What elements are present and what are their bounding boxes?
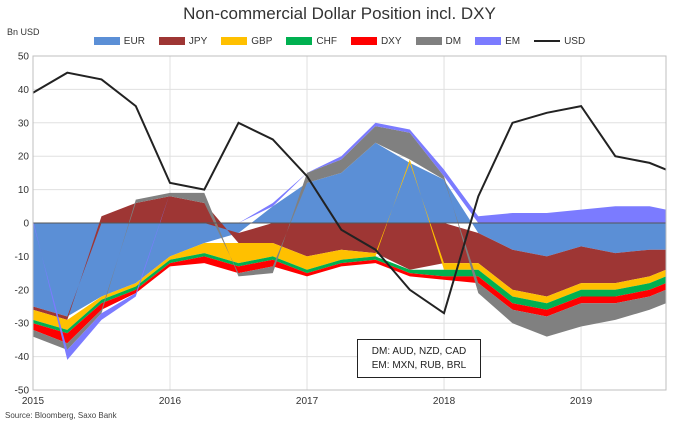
area-series-jpy	[33, 196, 666, 320]
legend-item-dxy: DXY	[350, 35, 402, 47]
y-tick-label: -40	[15, 352, 30, 363]
note-line-dm: DM: AUD, NZD, CAD	[371, 345, 467, 357]
legend-item-gbp: GBP	[221, 36, 272, 47]
y-tick-label: 50	[18, 52, 30, 63]
legend-swatch-dxy	[350, 37, 377, 45]
legend-label-chf: CHF	[316, 35, 337, 47]
legend-note-box: DM: AUD, NZD, CAD EM: MXN, RUB, BRL	[357, 339, 481, 378]
plot-area-border	[32, 55, 667, 391]
y-tick-label: 40	[18, 85, 30, 96]
legend-swatch-eur	[93, 37, 120, 45]
legend-item-jpy: JPY	[158, 35, 208, 47]
y-tick-label: -10	[15, 252, 30, 263]
legend-swatch-gbp	[221, 37, 248, 45]
legend-swatch-jpy	[158, 37, 185, 45]
y-tick-label: -30	[15, 319, 30, 330]
line-series-usd	[32, 71, 667, 315]
area-series-eur	[33, 142, 666, 317]
note-line-em: EM: MXN, RUB, BRL	[371, 359, 467, 371]
x-tick-label: 2015	[22, 396, 45, 407]
legend-item-chf: CHF	[286, 36, 337, 47]
legend-item-usd: USD	[534, 36, 585, 47]
legend-label-em: EM	[505, 35, 521, 47]
legend-label-eur: EUR	[123, 35, 145, 47]
legend-item-dm: DM	[415, 35, 462, 47]
y-tick-label: 20	[18, 152, 30, 163]
legend-swatch-em	[475, 37, 502, 45]
legend-label-usd: USD	[564, 35, 586, 47]
y-tick-label: 10	[18, 185, 30, 196]
y-tick-label: -50	[15, 386, 30, 397]
y-tick-label: 0	[23, 219, 29, 230]
chart-title: Non-commercial Dollar Position incl. DXY	[183, 4, 496, 23]
legend-swatch-chf	[286, 37, 313, 45]
x-tick-label: 2016	[159, 396, 182, 407]
legend-label-dxy: DXY	[380, 35, 402, 47]
legend-item-eur: EUR	[93, 35, 145, 47]
legend-label-jpy: JPY	[188, 35, 208, 47]
x-tick-label: 2017	[296, 396, 319, 407]
source-note: Source: Bloomberg, Saxo Bank	[5, 411, 117, 420]
x-tick-label: 2019	[570, 396, 593, 407]
legend-label-gbp: GBP	[251, 35, 273, 47]
area-series-gbp	[33, 159, 666, 330]
chart-legend: EUR JPY GBP CHF DXY DM EM USD	[0, 34, 679, 48]
y-unit-label: Bn USD	[7, 27, 40, 37]
legend-item-em: EM	[475, 36, 520, 47]
y-tick-label: -20	[15, 285, 30, 296]
legend-swatch-dm	[415, 37, 442, 45]
legend-swatch-usd	[534, 40, 561, 42]
legend-label-dm: DM	[445, 35, 462, 47]
x-tick-label: 2018	[433, 396, 456, 407]
y-tick-label: 30	[18, 118, 30, 129]
